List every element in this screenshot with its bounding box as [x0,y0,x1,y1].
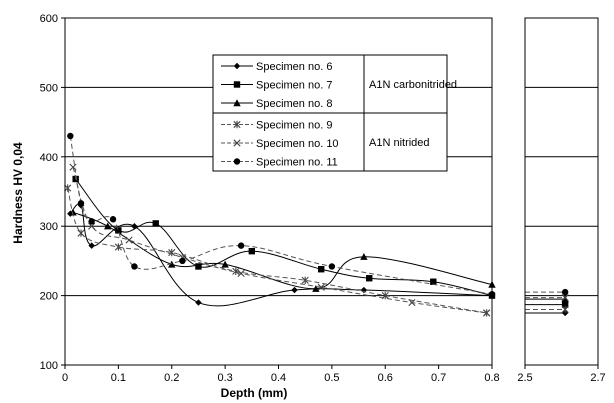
data-point [179,257,186,265]
legend-label: Specimen no. 8 [256,98,332,110]
data-point [64,184,72,192]
data-point [430,278,437,285]
data-point [104,222,112,230]
series-line [69,203,493,307]
legend-swatch-marker [233,120,241,129]
data-point [237,242,245,249]
data-point [301,276,309,285]
x-tick-label: 0.2 [164,372,179,384]
data-point [195,299,202,306]
series-line [75,178,493,297]
plot-frame-inset [524,17,599,366]
data-point [366,275,373,282]
y-tick-label: 200 [40,291,58,303]
series-line [72,211,493,290]
data-point [77,200,85,207]
data-point [114,243,122,251]
x-tick-label: 0.6 [378,372,393,384]
data-point [318,266,325,273]
series-4 [64,184,569,317]
legend-label: Specimen no. 6 [256,61,332,73]
inset-data-point [561,301,569,308]
data-point [291,286,298,294]
legend: Specimen no. 6 Specimen no. 7 Specimen no.… [212,54,457,172]
data-point [88,218,95,225]
y-tick-label: 400 [40,152,58,164]
data-point [115,227,122,234]
series-line [67,187,487,314]
data-point [88,242,95,249]
legend-swatch-marker [233,99,241,107]
legend-label: Specimen no. 10 [256,138,339,150]
data-point [221,260,229,268]
series-6 [67,132,569,298]
data-point [168,260,176,268]
data-point [69,208,77,216]
data-point [131,223,138,230]
data-point [360,253,368,260]
x-tick-label-inset: 2.7 [590,372,605,384]
legend-swatch-marker [233,158,241,165]
inset-data-point [561,294,569,302]
series-3 [69,208,569,303]
x-tick-label-inset: 2.5 [517,372,532,384]
data-point [152,220,159,227]
legend-swatch-marker [233,81,241,88]
legend-label: Specimen no. 7 [256,80,332,92]
data-point [67,132,74,140]
data-point [232,267,240,276]
inset-data-point [561,288,569,296]
x-tick-label: 0 [62,372,68,384]
x-axis-label: Depth (mm) [221,386,288,400]
inset-data-point [561,295,569,303]
y-axis-label: Hardness HV 0,04 [11,142,25,244]
y-tick-label: 300 [40,221,58,233]
x-tick-label: 0.8 [484,372,499,384]
x-tick-label: 0.4 [271,372,286,384]
legend-label: Specimen no. 9 [256,120,332,132]
data-point [131,263,138,270]
x-tick-label: 0.1 [111,372,126,384]
data-point [408,298,416,307]
tick-labels: 100 200 300 400 500 600 0 0.1 0.2 0.3 0.4 0.5 0.6 0.7… [40,13,606,384]
x-tick-label: 0.3 [217,372,232,384]
data-point [317,283,325,291]
data-point [483,309,491,317]
legend-group-label: A1N carbonitrided [369,79,457,91]
x-tick-label: 0.5 [324,372,339,384]
series-line [72,167,487,314]
inset-data-point [561,305,569,314]
data-point [168,248,176,257]
legend-swatch-marker [233,139,241,147]
data-point [77,229,85,237]
data-point [109,216,117,223]
y-tick-label: 600 [40,13,58,25]
x-tick-label: 0.7 [431,372,446,384]
legend-group-label: A1N nitrided [369,137,430,149]
data-point [88,222,96,230]
y-tick-label: 500 [40,82,58,94]
axes [61,17,599,369]
series-layer [64,132,569,317]
legend-label: Specimen no. 11 [256,157,338,169]
series-1 [67,202,569,317]
data-point [125,236,133,244]
data-point [328,263,336,270]
data-point [237,269,245,277]
data-point [248,247,256,255]
data-point [195,263,202,270]
y-tick-label: 100 [40,360,58,372]
legend-swatch-marker [233,62,241,70]
